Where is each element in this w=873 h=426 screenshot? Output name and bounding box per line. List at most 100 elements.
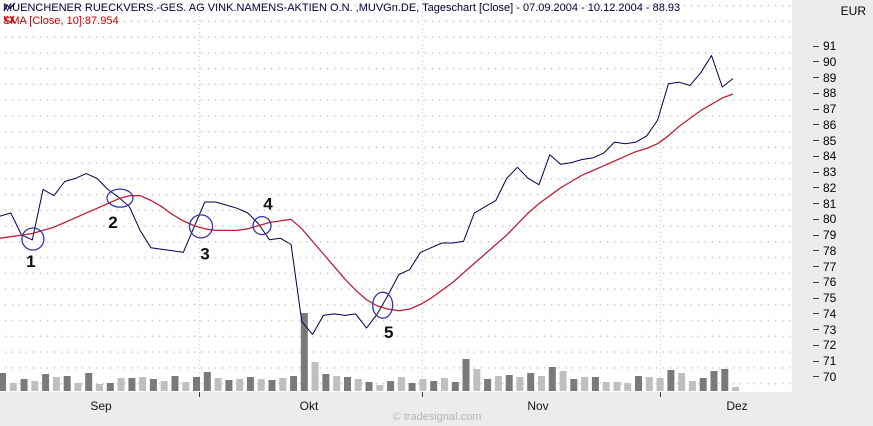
price-chart-canvas[interactable]: 1 2 3 4 5 <box>0 0 792 392</box>
volume-bar <box>613 382 621 391</box>
volume-bar <box>678 373 686 391</box>
y-axis-tick: 84 <box>813 149 836 163</box>
volume-bar <box>645 377 653 391</box>
volume-bar <box>333 376 341 391</box>
price-line <box>0 55 734 335</box>
y-tick-mark <box>813 297 819 299</box>
volume-bar <box>246 377 254 391</box>
volume-bar <box>193 377 200 391</box>
y-axis-tick: 74 <box>813 307 836 321</box>
y-axis-panel: EUR 91 90 89 88 87 86 85 84 83 82 81 80 79 78 77 76 75 74… <box>792 0 873 426</box>
volume-bar <box>42 374 50 391</box>
volume-bar <box>570 379 578 391</box>
volume-bar <box>462 359 470 391</box>
y-axis-tick: 91 <box>813 39 836 53</box>
volume-bar <box>484 379 492 391</box>
price-line-icon <box>3 2 16 12</box>
y-axis-tick: 81 <box>813 197 836 211</box>
y-tick-mark <box>813 108 819 110</box>
volume-bar <box>451 382 459 391</box>
volume-bar <box>225 380 233 391</box>
volume-bar <box>548 367 556 391</box>
y-tick-label: 74 <box>823 306 837 321</box>
sma-indicator-label: SMA [Close, 10]:87.954 <box>3 15 119 27</box>
y-tick-mark <box>813 45 819 47</box>
y-tick-mark <box>813 360 819 362</box>
y-axis-tick: 72 <box>813 338 836 352</box>
volume-bar <box>257 379 265 391</box>
y-axis-tick: 85 <box>813 134 836 148</box>
y-axis-tick: 73 <box>813 323 836 337</box>
y-tick-mark <box>813 171 819 173</box>
y-tick-label: 86 <box>823 117 837 132</box>
y-tick-label: 76 <box>823 275 837 290</box>
volume-bar <box>581 377 589 391</box>
y-tick-mark <box>813 329 819 331</box>
y-axis-tick: 88 <box>813 86 836 100</box>
volume-bar <box>538 376 545 391</box>
y-tick-mark <box>813 234 819 236</box>
y-tick-mark <box>813 250 819 252</box>
y-tick-label: 77 <box>823 259 837 274</box>
chart-title-row: MUENCHENER RUECKVERS.-GES. AG VINK.NAMEN… <box>3 2 680 14</box>
sma-line <box>0 93 734 312</box>
volume-bar <box>732 387 739 391</box>
volume-bar <box>419 379 427 391</box>
y-tick-label: 91 <box>823 39 837 53</box>
y-tick-mark <box>813 266 819 268</box>
y-tick-mark <box>813 155 819 157</box>
y-tick-label: 80 <box>823 212 837 227</box>
volume-bar <box>516 377 524 391</box>
volume-bar <box>710 371 718 391</box>
month-label-dez: Dez <box>726 399 748 413</box>
volume-bar <box>635 376 642 391</box>
sma-indicator-icon <box>3 15 15 24</box>
y-tick-label: 88 <box>823 86 837 101</box>
y-tick-label: 75 <box>823 291 837 306</box>
volume-bar <box>376 385 384 391</box>
y-tick-mark <box>813 344 819 346</box>
currency-label: EUR <box>840 4 866 18</box>
y-tick-label: 89 <box>823 70 837 85</box>
y-axis-tick: 70 <box>813 370 836 384</box>
volume-bar <box>473 369 481 391</box>
y-axis-tick: 82 <box>813 181 836 195</box>
volume-bar <box>214 378 222 391</box>
y-tick-label: 79 <box>823 228 837 243</box>
volume-bar <box>559 371 567 391</box>
y-axis-tick: 90 <box>813 55 836 69</box>
volume-bar <box>52 377 60 391</box>
sma-indicator-row: SMA [Close, 10]:87.954 <box>3 15 119 27</box>
y-tick-label: 70 <box>823 369 837 384</box>
volume-bar <box>505 375 513 391</box>
volume-bar <box>365 382 373 391</box>
y-tick-mark <box>813 61 819 63</box>
y-tick-mark <box>813 124 819 126</box>
volume-bar <box>430 381 438 391</box>
y-axis-tick: 71 <box>813 354 836 368</box>
y-tick-mark <box>813 203 819 205</box>
volume-bar <box>624 383 632 391</box>
y-tick-mark <box>813 218 819 220</box>
crossover-number: 1 <box>26 252 35 271</box>
y-tick-label: 71 <box>823 354 837 369</box>
month-boundary-tick <box>660 392 661 397</box>
volume-bar <box>0 373 6 391</box>
volume-bar <box>31 381 39 391</box>
y-axis-tick: 77 <box>813 260 836 274</box>
y-tick-label: 73 <box>823 322 837 337</box>
chart-plot-area[interactable]: 1 2 3 4 5 MUENCHENER RUECKVERS.-GES. AG VINK… <box>0 0 792 392</box>
volume-bar <box>20 379 28 391</box>
volume-bar <box>96 384 103 391</box>
volume-bar <box>527 373 535 391</box>
volume-bar <box>667 370 675 391</box>
volume-bar <box>149 379 157 391</box>
y-axis-tick: 89 <box>813 71 836 85</box>
x-axis-panel: Sep Okt Nov Dez © tradesignal.com <box>0 392 792 426</box>
y-tick-label: 83 <box>823 165 837 180</box>
y-tick-label: 87 <box>823 102 837 116</box>
month-label-sep: Sep <box>90 399 112 413</box>
volume-bar <box>290 376 298 391</box>
y-tick-mark <box>813 281 819 283</box>
volume-bar <box>387 381 395 391</box>
